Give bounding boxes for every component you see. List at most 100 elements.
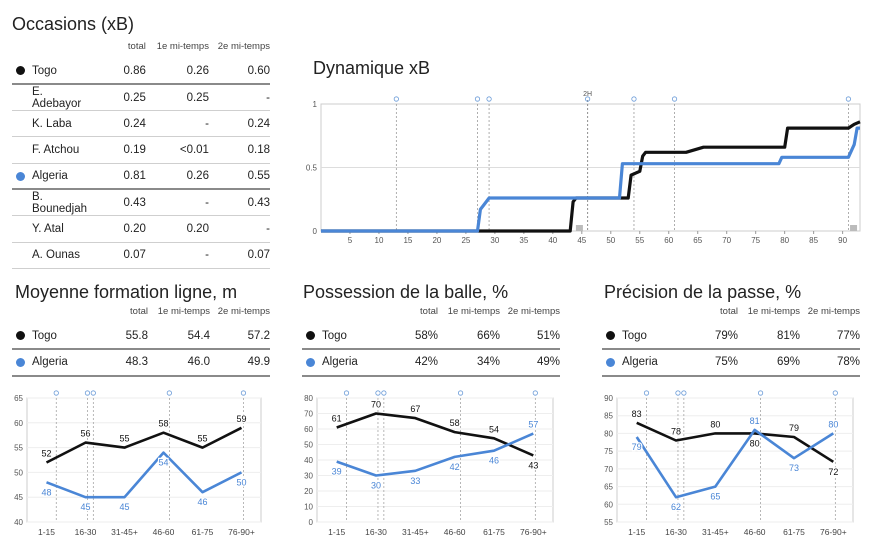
x-tick-label: 31-45+ (702, 527, 729, 537)
row-name: Algeria (12, 349, 90, 377)
blank-header (12, 306, 90, 323)
ball-icon (585, 96, 591, 102)
togo-data-label: 67 (410, 404, 420, 414)
y-tick-label: 60 (304, 425, 313, 434)
x-tick-label: 85 (809, 236, 818, 245)
algeria-xb-line (321, 126, 860, 233)
y-tick-label: 40 (14, 518, 23, 527)
y-tick-label: 90 (604, 394, 613, 403)
row-value: 57.2 (210, 323, 270, 351)
x-tick-label: 46-60 (444, 527, 466, 537)
y-tick-label: 50 (14, 468, 23, 477)
column-header: total (720, 306, 738, 317)
occasions-row: Algeria 0.81 0.26 0.55 (12, 163, 270, 191)
algeria-data-label: 42 (450, 462, 460, 472)
row-name-label: Algeria (622, 356, 658, 369)
togo-data-label: 83 (632, 409, 642, 419)
row-value: 54.4 (148, 323, 210, 351)
row-value: 51% (500, 323, 560, 351)
formation-chart: 40 45 50 55 60 65 1-15 16-30 31-45+ 46-60 61-75 76-… (14, 390, 262, 537)
halftime-label: 2H (583, 91, 592, 98)
x-tick-label: 46-60 (153, 527, 175, 537)
y-tick-label: 65 (604, 483, 613, 492)
y-tick-label: 80 (304, 394, 313, 403)
y-tick-label: 70 (604, 465, 613, 474)
x-tick-label: 76-90+ (520, 527, 547, 537)
row-name-label: Algeria (322, 356, 358, 369)
ball-icon (381, 390, 387, 396)
togo-dot (16, 66, 25, 76)
y-tick-label: 75 (604, 447, 613, 456)
xb-dynamics-chart: 00.515 10 15 20 25 30 35 40 45 50 55 60 65 70 75 80 85 90… (306, 91, 861, 245)
algeria-data-label: 48 (41, 487, 51, 497)
x-tick-label: 1-15 (328, 527, 345, 537)
algeria-line (46, 451, 243, 499)
x-tick-label: 35 (519, 236, 528, 245)
y-tick-label: 70 (304, 410, 313, 419)
ball-icon (631, 96, 637, 102)
table-head: total 1e mi-temps 2e mi-temps (602, 306, 860, 323)
algeria-data-label: 54 (158, 458, 168, 468)
row-value: 79% (680, 323, 738, 351)
y-tick-label: 1 (313, 100, 318, 109)
column-header: 1e mi-temps (157, 306, 210, 317)
row-value: 77% (800, 323, 860, 351)
row-name: Togo (602, 323, 680, 351)
algeria-data-label: 81 (750, 416, 760, 426)
passing-chart: 55 60 65 70 75 80 85 90 1-15 16-30 31-45+ 46-60 61-7… (604, 390, 854, 537)
togo-data-label: 61 (332, 413, 342, 423)
row-value: - (145, 242, 209, 269)
x-tick-label: 50 (606, 236, 615, 245)
row-name-label: F. Atchou (32, 144, 80, 157)
ball-icon (240, 390, 247, 396)
algeria-line (635, 428, 834, 499)
sections.2-row: Togo 79% 81% 77% (602, 323, 860, 351)
togo-dot (606, 331, 615, 341)
ball-icon (845, 96, 852, 102)
row-value: 0.60 (208, 58, 270, 86)
ball-icon (474, 96, 481, 102)
row-value: 0.24 (208, 110, 270, 138)
ball-icon (832, 390, 838, 396)
algeria-data-label: 79 (632, 442, 642, 452)
possession-chart: 0 10 20 30 40 50 60 70 80 1-15 16-30 31-45+ 46-60 61-… (304, 390, 554, 537)
ball-icon (643, 390, 650, 396)
row-value: - (145, 189, 209, 217)
togo-line (636, 421, 834, 463)
row-value: 42% (380, 349, 438, 377)
algeria-data-label: 33 (410, 476, 420, 486)
row-value: 0.55 (208, 163, 270, 191)
algeria-dot (16, 357, 25, 367)
x-tick-label: 5 (348, 236, 353, 245)
row-name: Algeria (302, 349, 380, 377)
sections.1-row: Togo 58% 66% 51% (302, 323, 560, 351)
togo-data-label: 59 (236, 414, 246, 424)
x-tick-label: 16-30 (75, 527, 97, 537)
section-title-possession: Possession de la balle, % (303, 282, 509, 302)
row-name: A. Ounas (12, 242, 87, 269)
y-tick-label: 55 (604, 518, 613, 527)
y-tick-label: 65 (14, 394, 23, 403)
ball-icon (532, 390, 538, 396)
ball-icon (375, 390, 381, 396)
ball-icon (671, 96, 678, 102)
y-tick-label: 30 (304, 472, 313, 481)
algeria-data-label: 50 (236, 477, 246, 487)
row-name-label: A. Ounas (32, 249, 80, 262)
occasions-row: Y. Atal 0.20 0.20- (12, 215, 270, 243)
col-second-half: 2e mi-temps (217, 41, 270, 52)
ball-icon (90, 390, 96, 396)
x-tick-label: 75 (751, 236, 760, 245)
row-value: 0.24 (87, 110, 146, 138)
col-total: total (127, 41, 146, 52)
header-row: total 1e mi-temps 2e mi-temps (302, 306, 560, 323)
y-tick-label: 50 (304, 441, 313, 450)
algeria-data-label: 46 (489, 456, 499, 466)
algeria-data-label: 73 (789, 463, 799, 473)
y-tick-label: 40 (304, 456, 313, 465)
stoppage-time-mark (575, 225, 583, 231)
row-name: Togo (302, 323, 380, 351)
occasions-row: F. Atchou 0.19 <0.01 0.18 (12, 136, 270, 164)
x-tick-label: 40 (548, 236, 557, 245)
x-tick-label: 76-90+ (820, 527, 847, 537)
